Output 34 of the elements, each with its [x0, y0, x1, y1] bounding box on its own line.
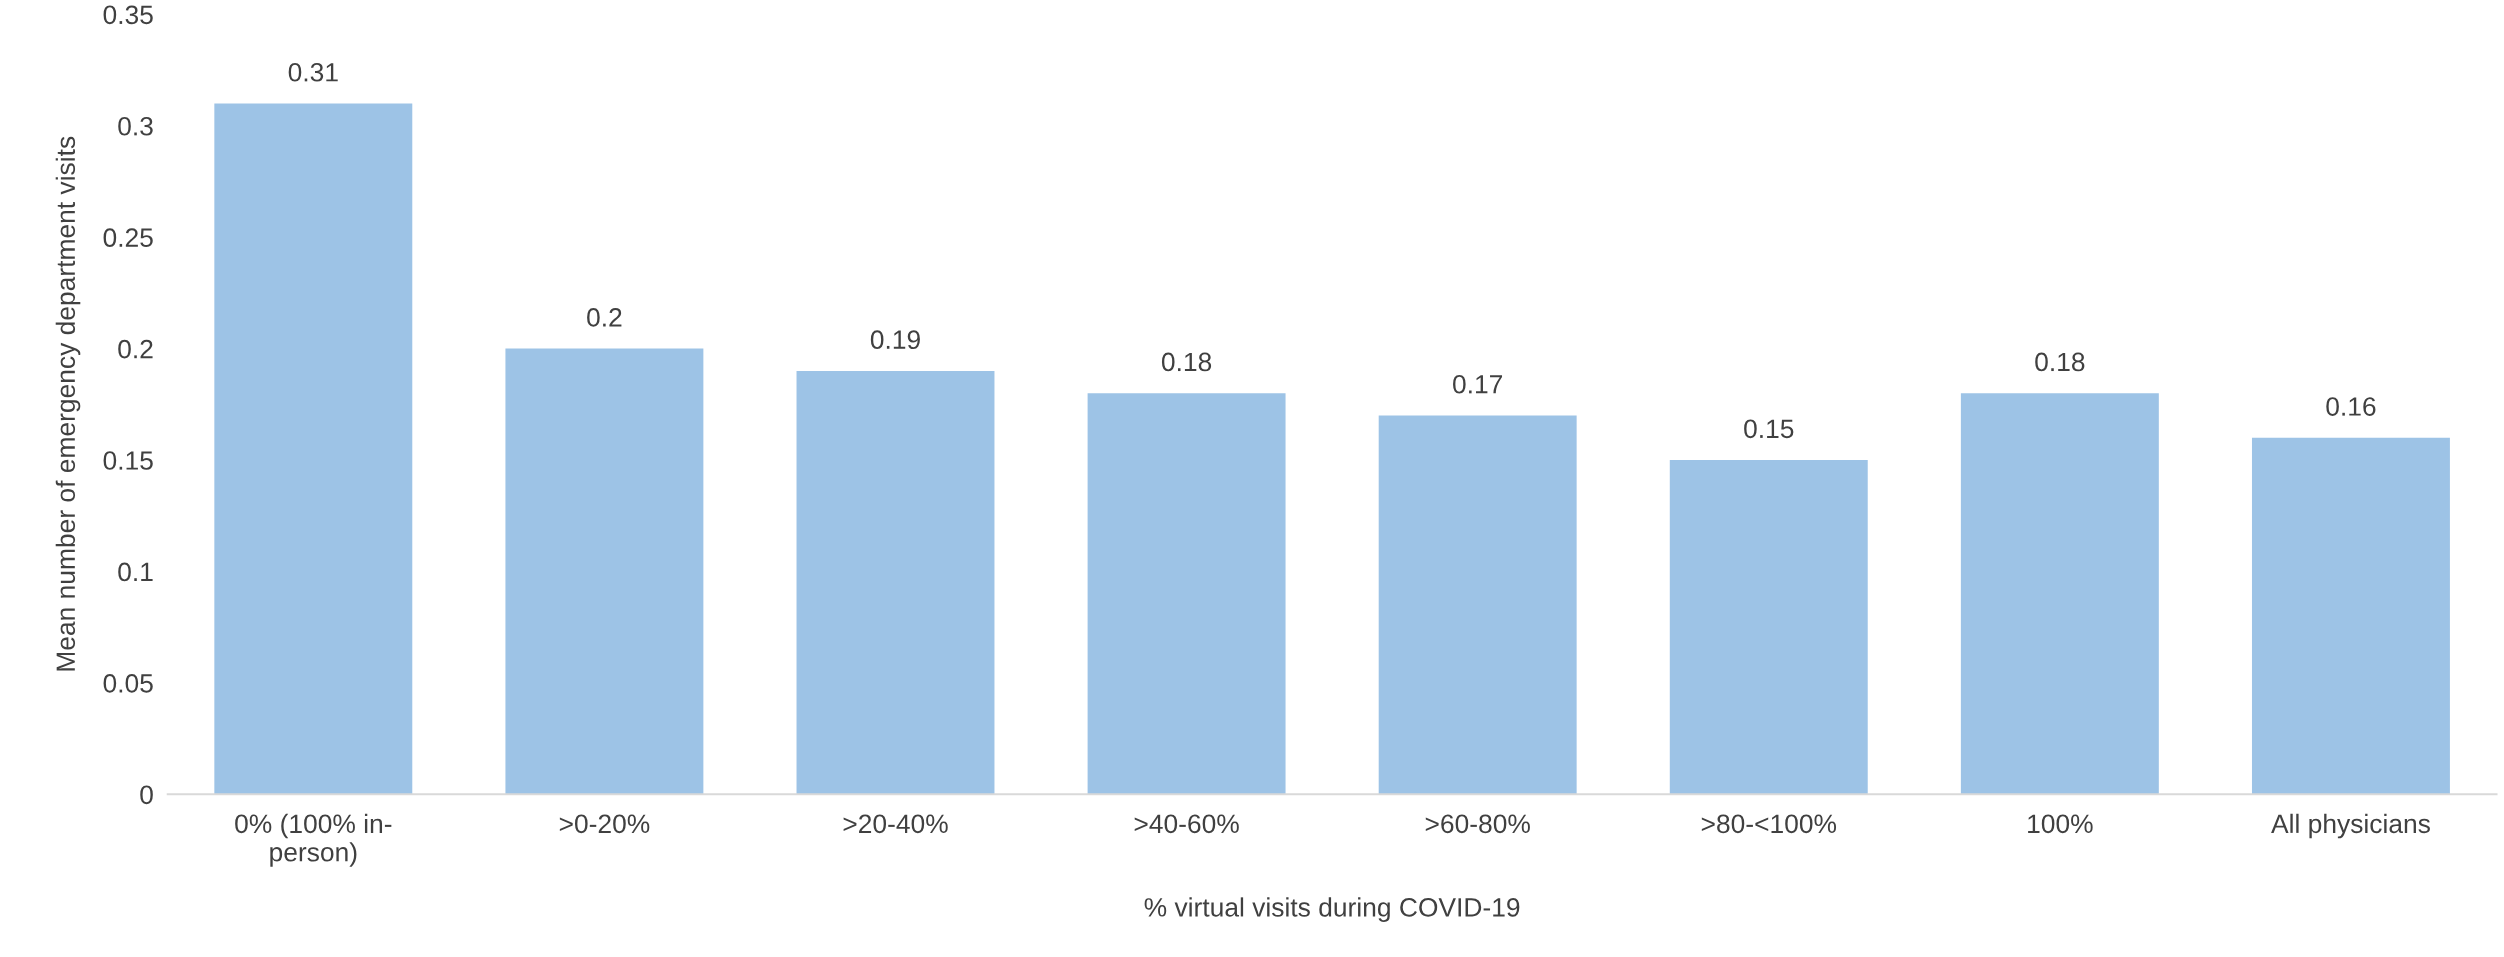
- x-tick-label: 0% (100% in- person): [235, 813, 392, 867]
- data-label: 0.2: [587, 308, 622, 327]
- data-label: 0.16: [2326, 397, 2376, 416]
- y-tick-label: 0: [140, 785, 153, 805]
- y-tick-label: 0.1: [118, 562, 153, 582]
- x-tick-label: >0-20%: [559, 814, 650, 834]
- data-label: 0.31: [288, 62, 338, 82]
- bar: [1669, 460, 1868, 795]
- data-label: 0.18: [2035, 352, 2085, 372]
- bar: [214, 103, 413, 795]
- data-label: 0.15: [1744, 419, 1794, 439]
- bar: [2251, 437, 2450, 795]
- y-tick-label: 0.3: [118, 116, 153, 136]
- y-tick-label: 0.35: [103, 5, 153, 25]
- bar: [1378, 415, 1577, 795]
- y-tick-label: 0.05: [103, 674, 153, 693]
- x-tick-label: 100%: [2028, 814, 2093, 834]
- bar: [505, 348, 704, 795]
- bar: [796, 370, 995, 795]
- x-tick-label: All physicians: [2271, 813, 2430, 839]
- y-tick-label: 0.2: [118, 339, 153, 359]
- y-axis-title: Mean number of emergency department visits: [55, 136, 81, 671]
- x-tick-label: >80-<100%: [1701, 814, 1837, 834]
- y-tick-label: 0.25: [103, 228, 153, 248]
- data-label: 0.19: [870, 330, 920, 350]
- bar: [1960, 393, 2159, 795]
- x-tick-label: >40-60%: [1134, 814, 1239, 834]
- x-tick-label: >20-40%: [843, 814, 948, 834]
- x-tick-label: >60-80%: [1425, 814, 1530, 834]
- data-label: 0.17: [1453, 374, 1503, 394]
- y-tick-label: 0.15: [103, 451, 153, 470]
- data-label: 0.18: [1161, 352, 1212, 372]
- x-axis-title: % virtual visits during COVID-19: [1144, 897, 1520, 922]
- bar: [1087, 393, 1286, 795]
